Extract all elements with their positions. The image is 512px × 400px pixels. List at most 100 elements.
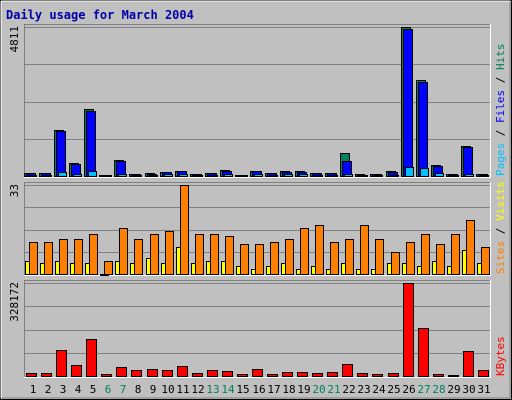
legend-entry: / [494, 70, 507, 90]
sites-bar-22 [345, 239, 354, 275]
kbytes-bar-28 [433, 374, 444, 377]
pages-bar-12 [194, 175, 203, 177]
kbytes-bar-29 [448, 375, 459, 377]
kbytes-bar-17 [267, 374, 278, 377]
sites-bar-7 [119, 228, 128, 275]
kbytes-bar-13 [207, 370, 218, 377]
x-tick-label-21: 21 [327, 383, 340, 396]
x-axis-labels: 1 2 3 4 5 6 7 8 9 10 11 12 13 14 15 16 17 18 19 20 21 22 23 24 2… [30, 383, 491, 396]
y-max-label: 33 [8, 184, 21, 197]
sites-bar-11 [180, 185, 189, 275]
x-tick-label-27: 27 [417, 383, 430, 396]
x-tick-label-11: 11 [176, 383, 189, 396]
sites-bar-8 [134, 239, 143, 275]
x-tick-label-14: 14 [221, 383, 235, 396]
pages-bar-7 [118, 174, 127, 177]
y-max-label: 328172 [8, 282, 21, 322]
x-tick-label-15: 15 [236, 383, 249, 396]
x-tick-label-20: 20 [312, 383, 325, 396]
sites-bar-24 [375, 239, 384, 275]
x-tick-label-31: 31 [477, 383, 490, 396]
x-tick-label-24: 24 [372, 383, 386, 396]
panel-3: 328172 KBytes [8, 280, 507, 378]
sites-bar-25 [391, 252, 400, 275]
pages-bar-23 [359, 175, 368, 177]
legend-entry: Sites [494, 241, 507, 274]
pages-bar-5 [88, 171, 97, 177]
files-bar-3 [56, 131, 66, 177]
sites-bar-26 [406, 242, 415, 275]
x-tick-label-25: 25 [387, 383, 400, 396]
legend-entry: Pages [494, 143, 507, 176]
pages-bar-10 [164, 174, 173, 177]
x-tick-label-6: 6 [105, 383, 112, 396]
kbytes-bar-11 [177, 366, 188, 377]
x-tick-label-7: 7 [120, 383, 127, 396]
panel-1: 4811 Pages / Files / Hits [8, 24, 507, 178]
kbytes-bar-2 [41, 373, 52, 377]
panel-background [24, 24, 491, 178]
pages-bar-14 [224, 174, 233, 177]
pages-bar-8 [133, 175, 142, 177]
kbytes-bar-10 [162, 370, 173, 377]
x-tick-label-1: 1 [30, 383, 37, 396]
x-tick-label-22: 22 [342, 383, 355, 396]
kbytes-bar-5 [86, 339, 97, 377]
sites-bar-27 [421, 234, 430, 275]
x-tick-label-8: 8 [135, 383, 142, 396]
kbytes-bar-21 [327, 372, 338, 377]
kbytes-bar-27 [418, 328, 429, 377]
x-tick-label-12: 12 [191, 383, 204, 396]
pages-bar-16 [254, 174, 263, 177]
kbytes-bar-16 [252, 369, 263, 377]
kbytes-bar-1 [26, 373, 37, 377]
sites-bar-14 [225, 236, 234, 275]
pages-bar-21 [329, 175, 338, 177]
x-tick-label-30: 30 [462, 383, 475, 396]
pages-bar-31 [480, 175, 489, 177]
pages-bar-11 [179, 174, 188, 177]
x-tick-label-5: 5 [90, 383, 97, 396]
sites-bar-20 [315, 225, 324, 275]
kbytes-bar-14 [222, 371, 233, 377]
sites-bar-16 [255, 244, 264, 275]
sites-bar-23 [360, 225, 369, 275]
sites-bar-5 [89, 234, 98, 275]
legend-entry: Hits [494, 44, 507, 71]
panel-legend: Pages / Files / Hits [494, 44, 507, 177]
chart-title: Daily usage for March 2004 [6, 8, 194, 22]
chart-panels: 4811 Pages / Files / Hits 33 Sites / Visits… [8, 24, 507, 378]
files-bar-30 [463, 147, 473, 177]
sites-bar-3 [59, 239, 68, 275]
legend-entry: KBytes [494, 336, 507, 376]
kbytes-bar-18 [282, 372, 293, 377]
sites-bar-30 [466, 220, 475, 275]
kbytes-bar-9 [147, 369, 158, 377]
kbytes-bar-15 [237, 374, 248, 377]
kbytes-bar-25 [388, 373, 399, 377]
pages-bar-9 [149, 175, 158, 177]
pages-bar-30 [465, 174, 474, 177]
sites-bar-28 [436, 244, 445, 275]
kbytes-bar-26 [403, 283, 414, 377]
kbytes-bar-6 [101, 374, 112, 377]
panel-legend: Sites / Visits [494, 181, 507, 274]
kbytes-bar-31 [478, 370, 489, 377]
pages-bar-26 [405, 167, 414, 177]
pages-bar-22 [344, 174, 353, 177]
sites-bar-4 [74, 239, 83, 275]
pages-bar-15 [239, 175, 248, 177]
x-tick-label-9: 9 [150, 383, 157, 396]
pages-bar-25 [390, 175, 399, 177]
sites-bar-29 [451, 234, 460, 275]
pages-bar-19 [299, 174, 308, 177]
pages-bar-18 [284, 174, 293, 177]
x-tick-label-18: 18 [282, 383, 295, 396]
files-bar-27 [418, 82, 428, 177]
x-tick-label-16: 16 [252, 383, 265, 396]
kbytes-bar-22 [342, 364, 353, 377]
legend-entry: Visits [494, 181, 507, 221]
pages-bar-3 [58, 172, 67, 177]
kbytes-bar-30 [463, 351, 474, 377]
pages-bar-29 [450, 175, 459, 177]
